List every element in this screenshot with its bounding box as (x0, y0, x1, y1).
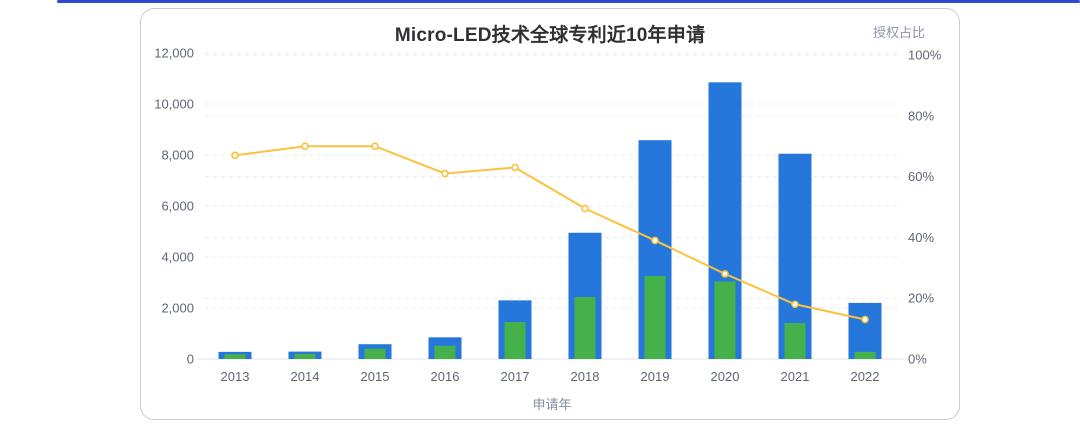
bar-patents-granted (854, 351, 876, 359)
x-tick-label: 2018 (571, 369, 600, 384)
bar-patents-granted (294, 353, 316, 359)
y-right-tick-label: 0% (908, 352, 927, 367)
y-left-tick-label: 0 (187, 352, 194, 367)
x-axis-title: 申请年 (532, 397, 572, 412)
bar-patents-granted (364, 348, 386, 359)
bar-patents-granted (504, 322, 526, 359)
grant-ratio-line (234, 145, 866, 321)
y-right-tick-label: 100% (908, 48, 942, 63)
y-left-tick-label: 6,000 (161, 199, 194, 214)
top-accent-line (57, 0, 1080, 3)
x-tick-label: 2014 (291, 369, 320, 384)
grant-ratio-point (861, 315, 869, 324)
y-left-tick-label: 2,000 (161, 301, 194, 316)
grant-ratio-point (371, 142, 379, 150)
bar-patents-granted (224, 354, 246, 359)
bar-patents-granted (434, 345, 456, 359)
grant-ratio-point (721, 270, 729, 278)
chart-canvas: 0 2,000 4,000 6,000 8,000 10,000 12,000 0% 20% 40… (154, 46, 942, 385)
grant-ratio-point (441, 169, 449, 178)
right-axis-title: 授权占比 (872, 25, 925, 40)
chart-title: Micro-LED技术全球专利近10年申请 (394, 25, 706, 46)
grant-ratio-point (511, 163, 519, 172)
x-tick-label: 2020 (711, 369, 740, 384)
grant-ratio-point (651, 236, 659, 245)
bar-patents-granted (574, 297, 596, 359)
bar-patents-granted (644, 275, 666, 359)
y-right-tick-label: 60% (908, 169, 934, 184)
bar-patents-granted (714, 281, 736, 359)
grant-ratio-point (791, 300, 799, 309)
y-left-tick-label: 12,000 (154, 46, 194, 61)
x-tick-label: 2013 (221, 369, 250, 384)
y-right-tick-label: 20% (908, 291, 934, 306)
x-tick-label: 2016 (431, 369, 460, 384)
x-tick-label: 2015 (361, 369, 390, 384)
x-tick-label: 2022 (851, 369, 880, 384)
chart-card: 0 2,000 4,000 6,000 8,000 10,000 12,000 0% 20% 40… (140, 8, 960, 420)
grant-ratio-point (301, 142, 309, 150)
y-right-tick-label: 40% (908, 230, 934, 245)
bar-patents-granted (784, 323, 806, 359)
x-tick-label: 2017 (501, 369, 530, 384)
grant-ratio-point (581, 204, 589, 213)
y-left-tick-label: 10,000 (154, 97, 194, 112)
bar-patent-applications (848, 302, 882, 359)
grant-ratio-point (231, 151, 239, 160)
x-tick-label: 2019 (641, 369, 670, 384)
y-left-tick-label: 8,000 (161, 148, 194, 163)
x-tick-label: 2021 (781, 369, 810, 384)
y-right-tick-label: 80% (908, 108, 934, 123)
y-left-tick-label: 4,000 (161, 250, 194, 265)
